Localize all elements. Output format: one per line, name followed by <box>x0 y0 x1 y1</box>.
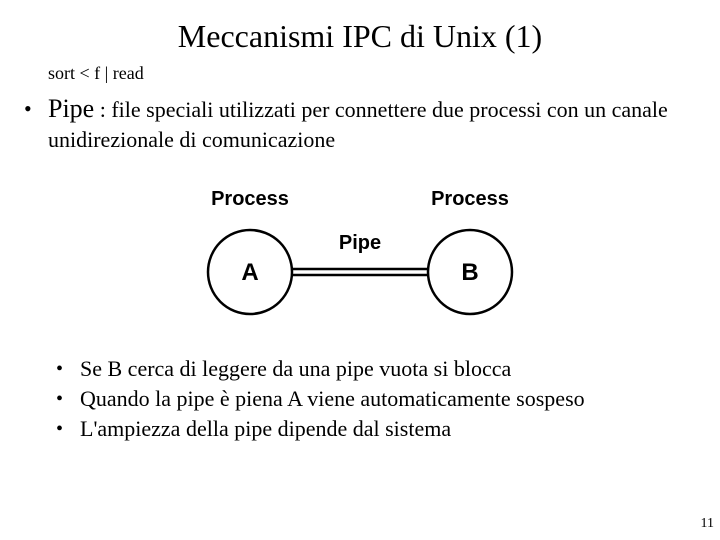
sub-bullet-list: • Se B cerca di leggere da una pipe vuot… <box>56 355 696 443</box>
bullet-dot-icon: • <box>56 355 68 383</box>
main-bullet: • Pipe : file speciali utilizzati per co… <box>24 94 696 155</box>
page-number: 11 <box>701 516 714 532</box>
sub-bullet: • Se B cerca di leggere da una pipe vuot… <box>56 355 696 383</box>
bullet-dot-icon: • <box>24 94 36 124</box>
command-example: sort < f | read <box>48 63 696 84</box>
svg-text:Pipe: Pipe <box>339 232 381 254</box>
sub-bullet: • Quando la pipe è piena A viene automat… <box>56 385 696 413</box>
sub-bullet-text: L'ampiezza della pipe dipende dal sistem… <box>80 415 451 443</box>
pipe-diagram-svg: Process Process Pipe A B <box>150 177 570 327</box>
main-bullet-body: Pipe : file speciali utilizzati per conn… <box>48 94 696 155</box>
bullet-dot-icon: • <box>56 385 68 413</box>
svg-text:Process: Process <box>211 188 289 210</box>
svg-text:B: B <box>461 259 478 286</box>
bullet-term: Pipe <box>48 94 94 123</box>
slide-title: Meccanismi IPC di Unix (1) <box>24 18 696 55</box>
bullet-rest: : file speciali utilizzati per connetter… <box>48 97 668 152</box>
svg-text:Process: Process <box>431 188 509 210</box>
sub-bullet-text: Se B cerca di leggere da una pipe vuota … <box>80 355 511 383</box>
svg-text:A: A <box>241 259 258 286</box>
sub-bullet-text: Quando la pipe è piena A viene automatic… <box>80 385 585 413</box>
pipe-diagram: Process Process Pipe A B <box>24 177 696 327</box>
sub-bullet: • L'ampiezza della pipe dipende dal sist… <box>56 415 696 443</box>
bullet-dot-icon: • <box>56 415 68 443</box>
